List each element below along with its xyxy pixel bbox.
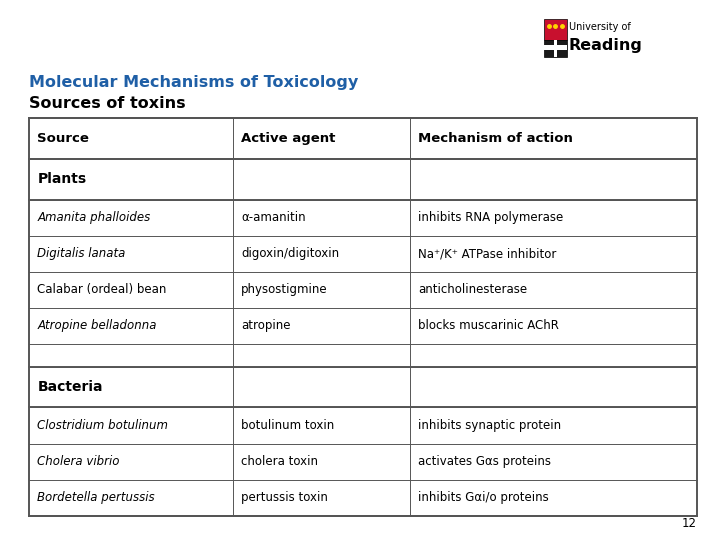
Text: Mechanism of action: Mechanism of action	[418, 132, 573, 145]
Text: atropine: atropine	[241, 320, 291, 333]
Text: Molecular Mechanisms of Toxicology: Molecular Mechanisms of Toxicology	[29, 75, 358, 90]
Text: Source: Source	[37, 132, 89, 145]
Text: Atropine belladonna: Atropine belladonna	[37, 320, 157, 333]
Bar	[544, 40, 567, 57]
Text: Digitalis lanata: Digitalis lanata	[37, 247, 126, 260]
Text: anticholinesterase: anticholinesterase	[418, 284, 528, 296]
Text: Bordetella pertussis: Bordetella pertussis	[37, 491, 155, 504]
Text: Active agent: Active agent	[241, 132, 336, 145]
Text: inhibits Gαi/o proteins: inhibits Gαi/o proteins	[418, 491, 549, 504]
Text: Cholera vibrio: Cholera vibrio	[37, 455, 120, 468]
Text: pertussis toxin: pertussis toxin	[241, 491, 328, 504]
Bar	[544, 19, 567, 40]
Text: blocks muscarinic AChR: blocks muscarinic AChR	[418, 320, 559, 333]
Text: botulinum toxin: botulinum toxin	[241, 419, 335, 432]
Bar	[29, 118, 697, 516]
Text: inhibits RNA polymerase: inhibits RNA polymerase	[418, 211, 564, 224]
Text: Amanita phalloides: Amanita phalloides	[37, 211, 150, 224]
Text: digoxin/digitoxin: digoxin/digitoxin	[241, 247, 339, 260]
Text: Reading: Reading	[569, 38, 643, 53]
Text: Na⁺/K⁺ ATPase inhibitor: Na⁺/K⁺ ATPase inhibitor	[418, 247, 557, 260]
Text: physostigmine: physostigmine	[241, 284, 328, 296]
Text: Calabar (ordeal) bean: Calabar (ordeal) bean	[37, 284, 167, 296]
Text: Bacteria: Bacteria	[37, 380, 103, 394]
Text: cholera toxin: cholera toxin	[241, 455, 318, 468]
Text: University of: University of	[569, 22, 631, 32]
Text: Sources of toxins: Sources of toxins	[29, 96, 186, 111]
Text: Clostridium botulinum: Clostridium botulinum	[37, 419, 168, 432]
Text: activates Gαs proteins: activates Gαs proteins	[418, 455, 552, 468]
Text: 12: 12	[682, 517, 697, 530]
Text: Plants: Plants	[37, 172, 86, 186]
Bar	[554, 40, 557, 57]
Text: α-amanitin: α-amanitin	[241, 211, 306, 224]
Bar	[544, 45, 567, 50]
Text: inhibits synaptic protein: inhibits synaptic protein	[418, 419, 562, 432]
